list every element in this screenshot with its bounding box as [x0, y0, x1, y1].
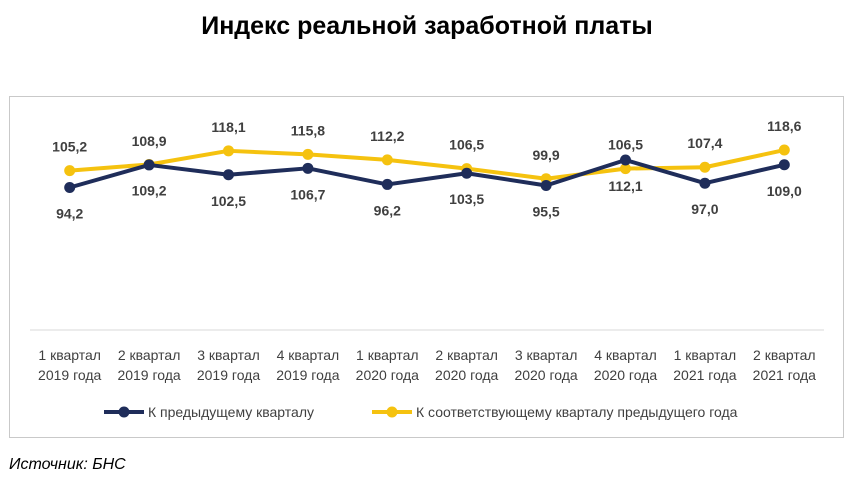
source-note: Источник: БНС	[9, 456, 126, 473]
series-1-data-label: 94,2	[56, 206, 83, 222]
legend-marker-2	[386, 406, 398, 418]
series-2-data-label: 115,8	[291, 122, 325, 138]
series-2-point	[64, 165, 76, 177]
series-line-2	[67, 148, 787, 181]
x-tick-label-line: 2020 года	[356, 367, 419, 383]
series-1-data-label: 103,5	[449, 191, 484, 207]
x-tick-label-line: 2 квартал	[753, 347, 816, 363]
series-1-data-label: 95,5	[532, 204, 559, 220]
series-2-point	[223, 145, 234, 157]
series-1-point	[64, 182, 76, 193]
x-tick-label: 3 квартал 2019 года	[197, 347, 260, 383]
series-1-point	[302, 162, 314, 174]
series-2-data-label: 105,2	[52, 139, 87, 155]
series-2-data-label: 99,9	[532, 147, 559, 163]
series-2-data-label: 106,5	[449, 137, 484, 153]
series-2-data-label: 106,5	[608, 137, 643, 153]
series-2-data-label: 118,6	[767, 118, 801, 134]
series-1-point	[381, 178, 393, 190]
x-tick-label-line: 1 квартал	[356, 347, 419, 363]
x-tick-label-line: 2021 года	[673, 367, 736, 383]
x-tick-label-line: 2019 года	[197, 367, 260, 383]
series-1-data-label: 112,1	[608, 178, 642, 194]
series-1-point	[540, 180, 552, 192]
series-2-data-label: 112,2	[370, 128, 404, 144]
x-tick-label-line: 4 квартал	[277, 347, 340, 363]
series-1-data-label: 96,2	[374, 202, 401, 218]
series-1-data-label: 108,9	[132, 133, 167, 149]
x-tick-label: 1 квартал 2021 года	[673, 347, 736, 383]
x-tick-label: 1 квартал 2019 года	[38, 347, 101, 383]
series-1-data-label: 97,0	[691, 201, 718, 217]
legend-label-2: К соответствующему кварталу предыдущего …	[416, 404, 738, 420]
x-tick-label-line: 2020 года	[594, 367, 657, 383]
series-1-point	[778, 159, 790, 171]
chart-title: Индекс реальной заработной платы	[201, 12, 653, 40]
series-2-point	[699, 161, 711, 173]
x-tick-label-line: 2 квартал	[118, 347, 181, 363]
series-1-data-label: 109,0	[767, 183, 802, 199]
x-tick-label: 2 квартал 2021 года	[753, 347, 816, 383]
series-2-point	[620, 163, 631, 175]
series-1-data-label: 106,7	[290, 186, 325, 202]
x-tick-label: 2 квартал 2020 года	[435, 347, 498, 383]
legend-marker-1	[118, 406, 130, 418]
series-2-point	[381, 154, 393, 166]
series-1-point	[143, 159, 155, 171]
x-tick-label-line: 2019 года	[38, 367, 101, 383]
x-tick-label-line: 1 квартал	[674, 347, 737, 363]
x-tick-label-line: 2020 года	[435, 367, 498, 383]
series-1-point	[699, 177, 711, 189]
x-tick-label-line: 3 квартал	[197, 347, 260, 363]
x-tick-label: 4 квартал 2019 года	[276, 347, 339, 383]
x-tick-label-line: 2020 года	[514, 367, 577, 383]
series-2-data-label: 118,1	[211, 119, 245, 135]
x-tick-label-line: 2021 года	[753, 367, 816, 383]
series-line-1	[67, 158, 787, 190]
x-tick-label: 3 квартал 2020 года	[514, 347, 577, 383]
legend-label-1: К предыдущему кварталу	[148, 404, 314, 420]
series-1-point	[620, 154, 631, 166]
x-tick-label-line: 2 квартал	[435, 347, 498, 363]
series-1-point	[223, 169, 234, 181]
series-1-data-label: 102,5	[211, 193, 246, 209]
x-tick-label-line: 4 квартал	[594, 347, 657, 363]
x-tick-label-line: 3 квартал	[515, 347, 578, 363]
series-2-data-label: 107,4	[687, 135, 722, 151]
x-tick-label: 1 квартал 2020 года	[356, 347, 419, 383]
series-2-data-label: 109,2	[132, 182, 167, 198]
x-tick-label-line: 2019 года	[117, 367, 180, 383]
series-2-point	[778, 144, 790, 156]
series-2-point	[302, 148, 314, 160]
x-tick-label: 2 квартал 2019 года	[117, 347, 180, 383]
series-1-point	[461, 167, 473, 179]
x-tick-label-line: 1 квартал	[38, 347, 101, 363]
x-tick-label-line: 2019 года	[276, 367, 339, 383]
chart-frame	[9, 96, 844, 438]
x-tick-label: 4 квартал 2020 года	[594, 347, 657, 383]
